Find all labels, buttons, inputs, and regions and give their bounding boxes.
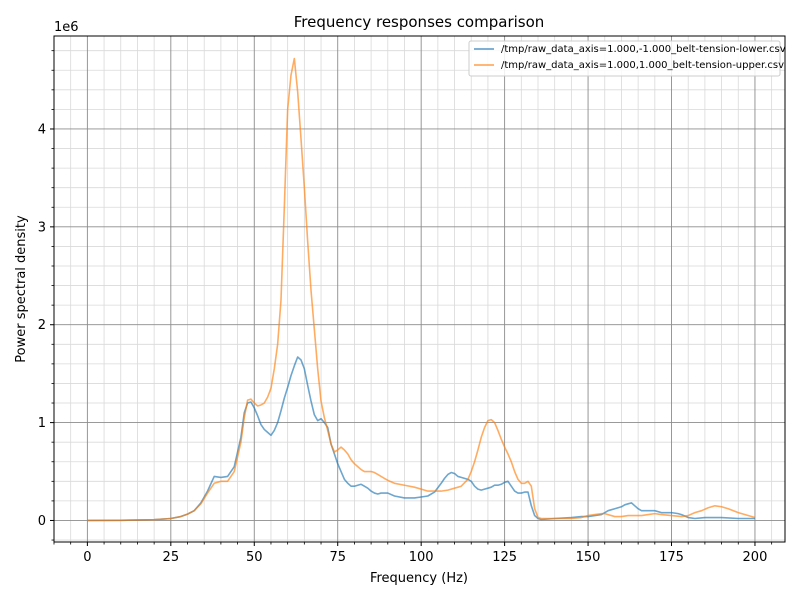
series-lines [87, 57, 756, 522]
axis-ticks: 0 25 50 75 100 125 150 175 200 0 1 2 3 4 [38, 50, 773, 565]
x-tick-label: 100 [409, 550, 434, 565]
grid [53, 36, 785, 542]
x-tick-label: 150 [576, 550, 601, 565]
legend-entry-upper: /tmp/raw_data_axis=1.000,1.000_belt-tens… [501, 60, 784, 71]
x-axis-label: Frequency (Hz) [370, 571, 468, 586]
x-tick-label: 75 [329, 550, 346, 565]
x-tick-label: 0 [83, 550, 91, 565]
y-tick-label: 0 [38, 514, 46, 529]
y-axis-label: Power spectral density [14, 215, 29, 363]
legend-box [468, 40, 781, 77]
x-tick-label: 25 [163, 550, 180, 565]
x-tick-label: 125 [492, 550, 517, 565]
y-tick-label: 4 [38, 122, 46, 137]
x-tick-label: 175 [659, 550, 684, 565]
series-line-upper [87, 57, 756, 522]
y-scale-label: 1e6 [54, 20, 79, 35]
legend-entry-lower: /tmp/raw_data_axis=1.000,-1.000_belt-ten… [501, 44, 786, 55]
x-tick-label: 200 [743, 550, 768, 565]
series-line-lower [87, 356, 755, 522]
chart-title: Frequency responses comparison [294, 13, 545, 31]
legend: /tmp/raw_data_axis=1.000,-1.000_belt-ten… [468, 40, 786, 77]
y-tick-label: 2 [38, 318, 46, 333]
y-tick-label: 3 [38, 220, 46, 235]
plot-area-frame [53, 35, 786, 543]
y-tick-label: 1 [38, 416, 46, 431]
x-tick-label: 50 [246, 550, 263, 565]
